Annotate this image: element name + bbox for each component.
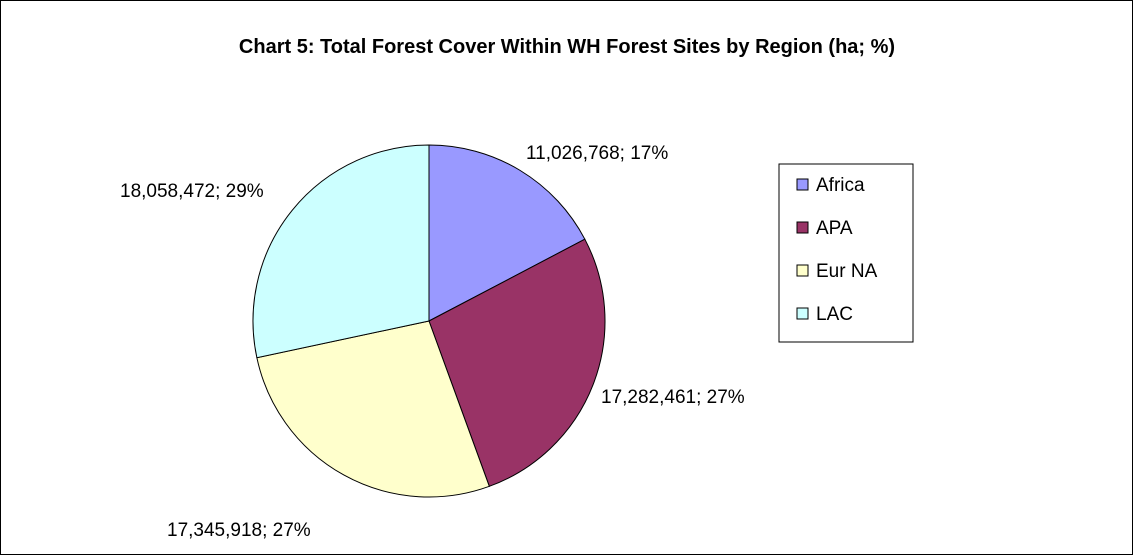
pie-slice-lac xyxy=(252,144,430,359)
pie-slice-africa xyxy=(428,144,586,322)
pie-slice-eur-na xyxy=(256,320,490,498)
data-label-africa: 11,026,768; 17% xyxy=(526,143,668,164)
legend-swatch-eur-na xyxy=(796,264,809,277)
pie-slices xyxy=(252,144,606,498)
legend-label-lac: LAC xyxy=(816,304,853,325)
data-label-apa: 17,282,461; 27% xyxy=(601,387,745,408)
chart-title: Chart 5: Total Forest Cover Within WH Fo… xyxy=(239,36,895,58)
legend-swatch-lac xyxy=(796,307,809,320)
pie-data-labels: 11,026,768; 17% 17,282,461; 27% 17,345,918… xyxy=(120,143,745,541)
legend-label-africa: Africa xyxy=(816,175,865,196)
data-label-lac: 18,058,472; 29% xyxy=(120,181,264,202)
data-label-eur-na: 17,345,918; 27% xyxy=(167,520,311,541)
legend-label-eur-na: Eur NA xyxy=(816,261,878,282)
chart-legend: Africa APA Eur NA LAC xyxy=(778,163,914,343)
pie-slice-apa xyxy=(428,238,606,487)
legend-label-apa: APA xyxy=(816,218,853,239)
legend-swatch-apa xyxy=(796,221,809,234)
legend-swatch-africa xyxy=(796,178,809,191)
